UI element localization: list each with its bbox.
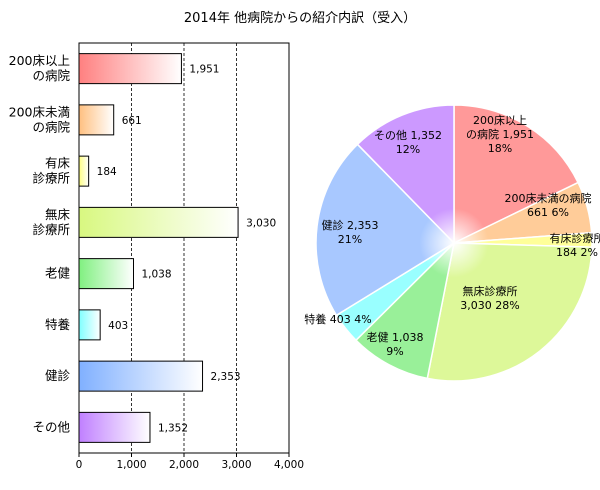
pie-slice-label: 無床診療所 3,030 28% [460, 284, 519, 312]
bar-value-label: 1,352 [158, 422, 188, 434]
category-label: 無床診療所 [32, 207, 70, 237]
pie-slice-label: 200床以上の病院 1,951 18% [466, 113, 534, 155]
pie-slice-4 [426, 242, 593, 382]
bar-6 [78, 309, 101, 341]
pie-slice-label: 有床診療所 184 2% [550, 231, 600, 259]
category-label: 有床診療所 [32, 156, 70, 186]
pie-slice-label: 200床未満の病院 661 6% [505, 191, 592, 219]
pie-slice-7 [315, 143, 456, 317]
x-tick-label: 0 [76, 459, 83, 471]
pie-chart: 200床以上の病院 1,951 18% 200床未満の病院 661 6% 有床診療所 18… [304, 104, 600, 382]
x-tick-label: 1,000 [116, 459, 146, 471]
bar-3 [78, 155, 90, 187]
bar-2 [78, 104, 115, 136]
category-label: 200床以上の病院 [9, 53, 71, 83]
pie-slice-label: 健診 2,353 21% [322, 218, 379, 246]
pie-slice-1 [453, 104, 580, 245]
bar-value-label: 2,353 [211, 371, 241, 383]
chart-title: 2014年 他病院からの紹介内訳（受入） [184, 10, 416, 26]
bar-value-label: 3,030 [246, 217, 276, 229]
bar-4 [78, 206, 239, 238]
bar-value-label: 661 [122, 115, 142, 127]
category-label: その他 [32, 419, 70, 434]
pie-slice-label: 特養 403 4% [304, 312, 371, 326]
category-label: 特養 [45, 317, 71, 332]
x-tick-label: 2,000 [169, 459, 199, 471]
bar-value-label: 403 [108, 320, 128, 332]
bar-chart: 0 1,000 2,000 3,000 4,000 1,951 200床以上の病院 661 20… [9, 42, 304, 471]
category-label: 200床未満の病院 [9, 104, 71, 134]
category-label: 老健 [45, 266, 71, 281]
pie-slice-8 [356, 104, 455, 245]
pie-slice-label: その他 1,352 12% [374, 129, 442, 156]
bar-value-label: 1,951 [189, 64, 219, 76]
bar-1 [78, 53, 182, 85]
x-tick-label: 3,000 [221, 459, 251, 471]
bar-value-label: 1,038 [141, 269, 171, 281]
bar-7 [78, 360, 204, 392]
bar-value-label: 184 [97, 166, 117, 178]
x-tick-label: 4,000 [274, 459, 304, 471]
pie-slice-5 [354, 240, 456, 380]
category-label: 健診 [45, 368, 71, 383]
bar-8 [78, 411, 151, 443]
pie-slice-label: 老健 1,038 9% [367, 331, 424, 358]
bar-5 [78, 258, 134, 290]
